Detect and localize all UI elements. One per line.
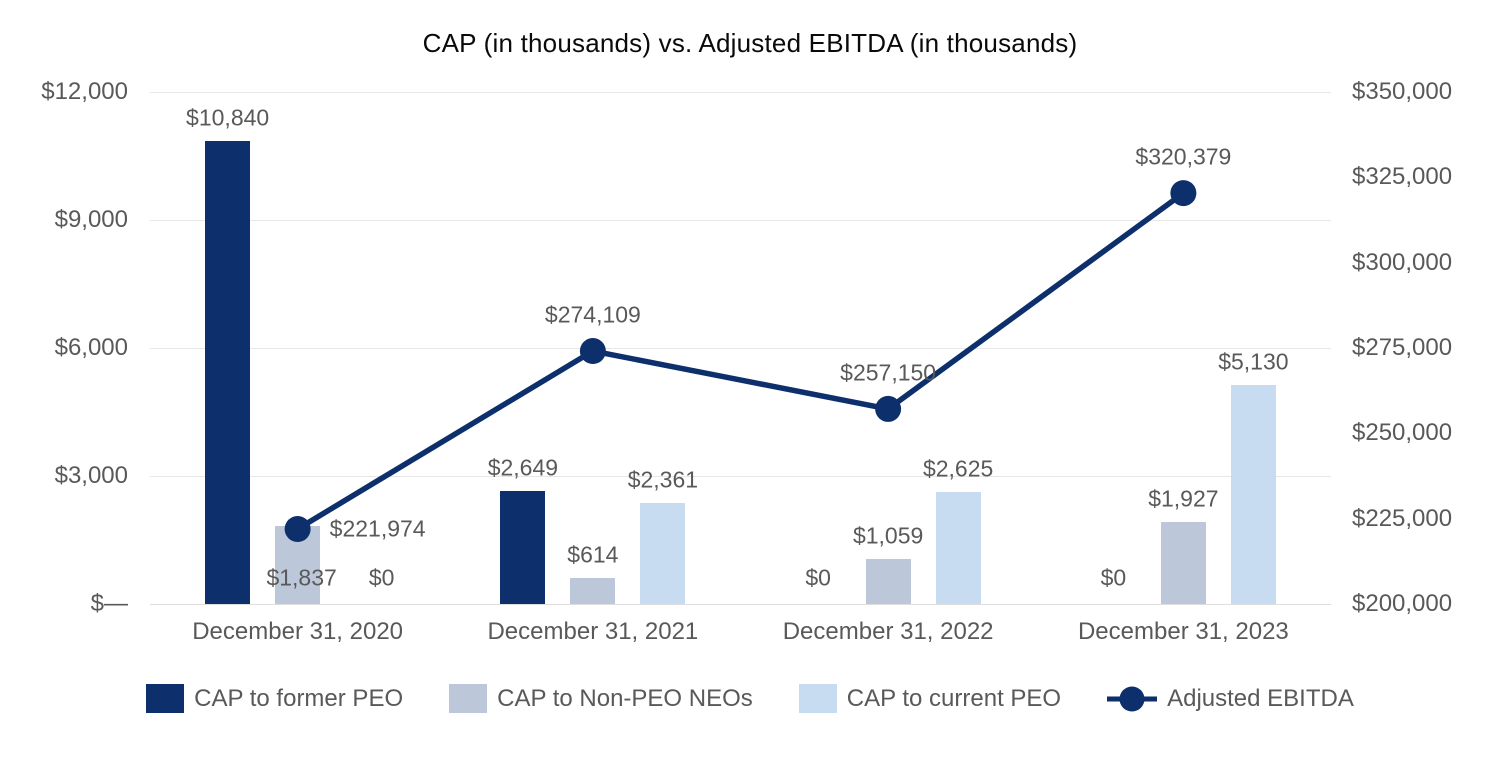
- bar-label-cap-to-non-peo-neos-december-31-2020: $1,837: [266, 564, 337, 591]
- ebitda-line: [296, 190, 1185, 532]
- line-label-december-31-2022: $257,150: [840, 359, 937, 386]
- right-axis-tick: $300,000: [1352, 248, 1453, 276]
- bar-cap-to-former-peo-december-31-2021: [500, 490, 546, 604]
- legend-line-dot: [1119, 686, 1145, 711]
- legend-item-cap-to-former-peo: CAP to former PEO: [146, 684, 403, 713]
- legend-line-marker-icon: [1107, 686, 1158, 712]
- gridline: [150, 220, 1331, 221]
- x-axis-label-december-31-2023: December 31, 2023: [1077, 618, 1289, 645]
- right-axis-tick: $250,000: [1352, 419, 1453, 447]
- bar-label-cap-to-non-peo-neos-december-31-2023: $1,927: [1148, 485, 1219, 512]
- gridline: [150, 476, 1331, 477]
- left-axis-tick: $9,000: [54, 206, 128, 233]
- left-axis-tick: $12,000: [41, 78, 128, 105]
- ebitda-line-chart: [284, 180, 1197, 542]
- bar-label-cap-to-current-peo-december-31-2020: $0: [368, 564, 395, 591]
- ebitda-marker-december-31-2023: [1170, 180, 1197, 207]
- bar-label-cap-to-former-peo-december-31-2022: $0: [805, 564, 831, 591]
- bar-cap-to-non-peo-neos-december-31-2021: [570, 577, 616, 604]
- left-axis-tick: $3,000: [54, 462, 128, 489]
- bar-cap-to-non-peo-neos-december-31-2023: [1160, 521, 1206, 604]
- legend-item-cap-to-current-peo: CAP to current PEO: [798, 684, 1062, 713]
- legend-label-cap-to-current-peo: CAP to current PEO: [846, 684, 1062, 712]
- left-axis-tick: $6,000: [54, 334, 128, 361]
- legend-label-cap-to-former-peo: CAP to former PEO: [194, 684, 404, 712]
- right-axis-tick: $200,000: [1352, 590, 1453, 617]
- line-label-december-31-2020: $221,974: [329, 515, 426, 542]
- ebitda-marker-december-31-2020: [284, 515, 311, 542]
- legend-label-cap-to-non-peo-neos: CAP to Non-PEO NEOs: [497, 684, 753, 712]
- x-axis-label-december-31-2022: December 31, 2022: [782, 618, 994, 645]
- legend-item-cap-to-non-peo-neos: CAP to Non-PEO NEOs: [449, 684, 753, 713]
- right-axis-tick: $225,000: [1352, 504, 1453, 532]
- chart-title: CAP (in thousands) vs. Adjusted EBITDA (…: [422, 28, 1078, 58]
- x-axis-label-december-31-2021: December 31, 2021: [487, 618, 699, 645]
- bar-cap-to-current-peo-december-31-2021: [640, 503, 686, 604]
- bar-label-cap-to-former-peo-december-31-2023: $0: [1100, 564, 1127, 591]
- legend-swatch-cap-to-former-peo: [146, 684, 185, 713]
- ebitda-marker-december-31-2022: [875, 395, 902, 422]
- gridline: [150, 604, 1331, 605]
- bar-label-cap-to-non-peo-neos-december-31-2022: $1,059: [852, 522, 924, 549]
- ebitda-marker-december-31-2021: [579, 338, 606, 365]
- bar-cap-to-current-peo-december-31-2022: [935, 492, 981, 604]
- left-axis-tick: $—: [90, 590, 128, 617]
- bar-label-cap-to-former-peo-december-31-2020: $10,840: [186, 104, 270, 131]
- bar-label-cap-to-current-peo-december-31-2021: $2,361: [627, 466, 699, 493]
- gridline: [150, 348, 1331, 349]
- right-axis-tick: $350,000: [1352, 78, 1453, 105]
- line-label-december-31-2023: $320,379: [1135, 143, 1232, 170]
- bar-label-cap-to-current-peo-december-31-2022: $2,625: [922, 455, 994, 482]
- bar-label-cap-to-non-peo-neos-december-31-2021: $614: [567, 541, 619, 568]
- bar-label-cap-to-current-peo-december-31-2023: $5,130: [1218, 348, 1289, 375]
- bar-cap-to-former-peo-december-31-2020: [205, 141, 251, 604]
- legend-swatch-cap-to-non-peo-neos: [449, 684, 488, 713]
- right-axis-tick: $275,000: [1352, 334, 1453, 361]
- bar-label-cap-to-former-peo-december-31-2021: $2,649: [487, 454, 559, 481]
- gridline: [150, 92, 1331, 93]
- legend-swatch-cap-to-current-peo: [798, 684, 837, 713]
- bar-cap-to-current-peo-december-31-2023: [1230, 385, 1276, 604]
- bar-cap-to-non-peo-neos-december-31-2022: [865, 558, 911, 604]
- legend: CAP to former PEO CAP to Non-PEO NEOs CAP …: [0, 684, 1500, 713]
- legend-label-adjusted-ebitda: Adjusted EBITDA: [1167, 684, 1354, 712]
- line-label-december-31-2021: $274,109: [544, 301, 641, 328]
- legend-item-adjusted-ebitda: Adjusted EBITDA: [1107, 685, 1354, 713]
- x-axis-label-december-31-2020: December 31, 2020: [192, 618, 404, 645]
- right-axis-tick: $325,000: [1352, 163, 1453, 191]
